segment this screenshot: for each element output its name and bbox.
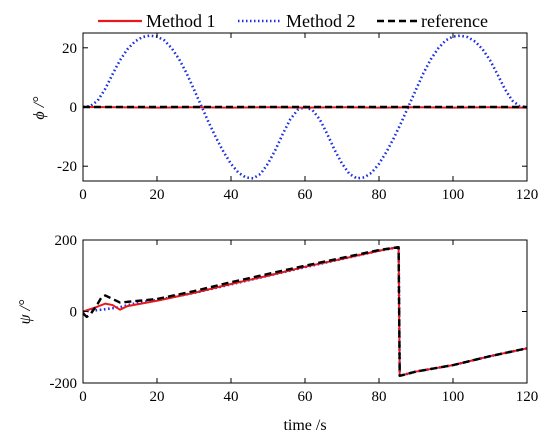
phi-ylabel: ϕ /° [31,96,48,120]
legend-label-method-1: Method 1 [146,11,216,31]
phi-xtick-label: 40 [224,187,239,203]
psi-ylabel: ψ /° [17,299,34,324]
legend: Method 1 Method 2 reference [98,11,488,31]
psi-series-group [82,245,528,378]
time-xlabel: time /s [283,417,326,434]
psi-ytick-label: -200 [50,376,78,392]
phi-xtick-label: 80 [372,187,387,203]
psi-plot-frame [82,239,528,384]
psi-series-method-1 [82,246,528,377]
legend-label-method-2: Method 2 [286,11,356,31]
phi-xtick-label: 0 [79,187,87,203]
phi-ytick-label: -20 [57,159,77,175]
psi-xtick-label: 0 [79,389,87,405]
phi-xtick-label: 20 [150,187,165,203]
psi-xtick-label: 80 [372,389,387,405]
phi-plot-frame [82,32,528,182]
psi-xtick-label: 20 [150,389,165,405]
phi-series-group [82,34,528,180]
psi-xtick-label: 60 [298,389,313,405]
psi-ytick-label: 200 [55,233,78,249]
psi-xtick-label: 40 [224,389,239,405]
phi-ytick-label: 20 [62,41,77,57]
legend-label-reference: reference [421,11,488,31]
psi-xtick-label: 120 [516,389,539,405]
phi-xtick-label: 60 [298,187,313,203]
phi-xtick-label: 120 [516,187,539,203]
psi-ytick-label: 0 [70,305,78,321]
phi-xtick-label: 100 [442,187,465,203]
psi-series-reference [82,245,528,378]
phi-ytick-label: 0 [70,100,78,116]
psi-xtick-label: 100 [442,389,465,405]
